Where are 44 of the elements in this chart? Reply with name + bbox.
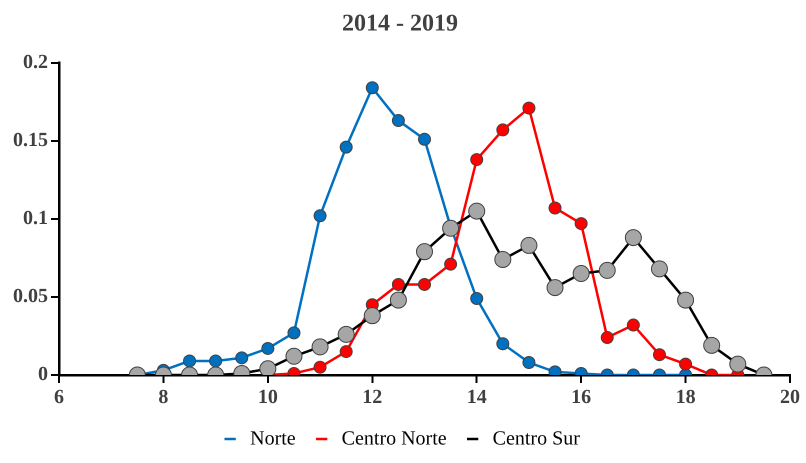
point xyxy=(209,354,222,368)
point xyxy=(574,217,588,230)
point xyxy=(496,123,510,136)
legend-label: Centro Sur xyxy=(492,427,580,450)
point xyxy=(652,348,666,362)
y-tick-label: 0.2 xyxy=(23,50,48,73)
legend-label: Norte xyxy=(250,427,296,450)
point xyxy=(600,331,614,344)
point xyxy=(314,209,327,222)
y-tick-label: 0.05 xyxy=(13,285,48,308)
point xyxy=(418,132,431,146)
point xyxy=(340,345,353,358)
point xyxy=(340,140,353,154)
point xyxy=(392,278,405,291)
point xyxy=(444,258,458,271)
point xyxy=(548,201,562,214)
point xyxy=(235,351,248,364)
x-tick-label: 8 xyxy=(158,386,168,408)
y-tick-label: 0.15 xyxy=(13,129,48,152)
point xyxy=(287,326,300,340)
x-tick-label: 20 xyxy=(780,386,800,408)
point xyxy=(522,356,536,370)
point xyxy=(183,354,196,368)
x-tick-label: 10 xyxy=(258,386,278,408)
point xyxy=(470,153,484,166)
point xyxy=(679,358,692,371)
y-tick-label: 0 xyxy=(38,363,48,386)
y-tick-label: 0.1 xyxy=(23,207,48,230)
x-tick-label: 14 xyxy=(466,386,487,408)
x-tick-label: 18 xyxy=(676,386,696,408)
point xyxy=(470,292,484,306)
point xyxy=(392,114,405,128)
point xyxy=(314,360,327,374)
point xyxy=(496,337,510,350)
chart-title: 2014 - 2019 xyxy=(342,10,458,37)
point xyxy=(626,318,640,332)
point xyxy=(261,342,274,355)
point xyxy=(522,102,536,115)
x-tick-label: 12 xyxy=(362,386,382,408)
legend-label: Centro Norte xyxy=(342,427,447,450)
point xyxy=(366,81,379,94)
point xyxy=(418,278,431,291)
x-tick-label: 16 xyxy=(571,386,592,408)
x-tick-label: 6 xyxy=(54,386,64,408)
